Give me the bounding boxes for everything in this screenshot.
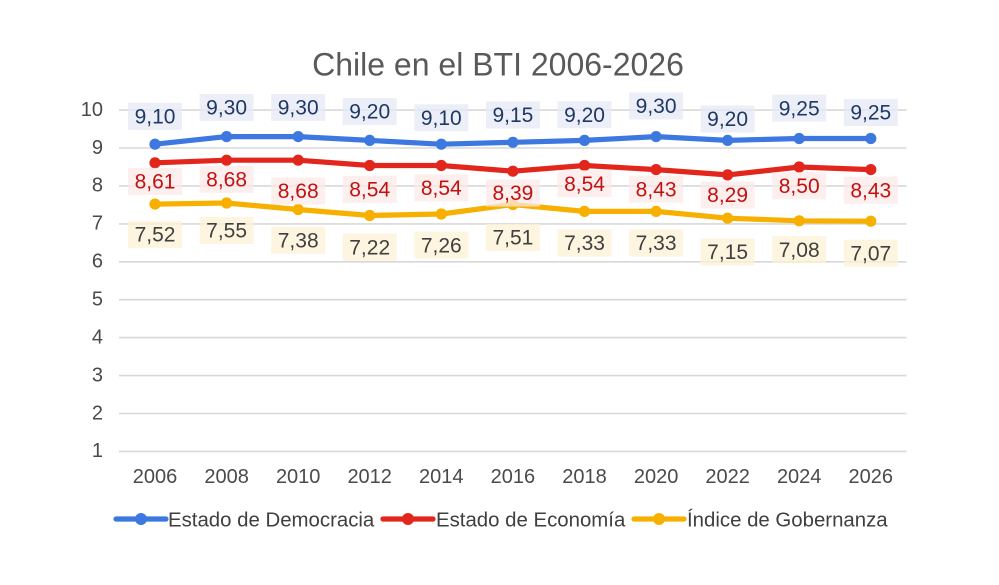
svg-text:9,30: 9,30 xyxy=(206,97,247,120)
svg-text:2022: 2022 xyxy=(705,466,750,488)
svg-text:2008: 2008 xyxy=(204,466,249,488)
svg-text:2018: 2018 xyxy=(562,466,607,488)
svg-text:7,33: 7,33 xyxy=(636,232,677,255)
svg-text:2010: 2010 xyxy=(276,466,321,488)
svg-text:8,68: 8,68 xyxy=(278,180,319,203)
svg-text:2012: 2012 xyxy=(347,466,392,488)
svg-text:7,38: 7,38 xyxy=(278,229,319,252)
svg-text:7,08: 7,08 xyxy=(779,239,820,262)
svg-text:Estado de Democracia: Estado de Democracia xyxy=(168,510,375,532)
svg-text:2014: 2014 xyxy=(419,466,464,488)
svg-text:9,30: 9,30 xyxy=(278,97,319,120)
svg-text:2: 2 xyxy=(92,402,103,424)
svg-text:10: 10 xyxy=(81,99,103,121)
svg-text:7: 7 xyxy=(92,213,103,235)
svg-text:Estado de Economía: Estado de Economía xyxy=(436,510,626,532)
svg-text:8,43: 8,43 xyxy=(636,178,677,201)
svg-text:7,07: 7,07 xyxy=(850,242,891,265)
svg-text:7,22: 7,22 xyxy=(349,236,390,259)
svg-text:2024: 2024 xyxy=(777,466,822,488)
svg-text:3: 3 xyxy=(92,364,103,386)
svg-text:Índice de Gobernanza: Índice de Gobernanza xyxy=(687,509,888,532)
svg-text:9,30: 9,30 xyxy=(636,95,677,118)
svg-text:8,54: 8,54 xyxy=(564,173,605,196)
svg-text:9,20: 9,20 xyxy=(707,108,748,131)
svg-text:9,15: 9,15 xyxy=(492,104,533,127)
svg-text:9,25: 9,25 xyxy=(850,102,891,125)
svg-text:5: 5 xyxy=(92,289,103,311)
svg-text:2006: 2006 xyxy=(133,466,178,488)
svg-text:9,20: 9,20 xyxy=(564,104,605,127)
svg-text:2026: 2026 xyxy=(849,466,894,488)
svg-text:8,39: 8,39 xyxy=(492,182,533,205)
svg-text:4: 4 xyxy=(92,326,103,348)
svg-text:7,51: 7,51 xyxy=(492,227,533,250)
svg-text:1: 1 xyxy=(92,440,103,462)
svg-text:8,43: 8,43 xyxy=(850,179,891,202)
svg-text:7,15: 7,15 xyxy=(707,241,748,264)
svg-text:9,10: 9,10 xyxy=(135,106,176,129)
svg-text:2020: 2020 xyxy=(634,466,679,488)
svg-text:8,68: 8,68 xyxy=(206,169,247,192)
svg-text:7,26: 7,26 xyxy=(421,234,462,257)
svg-text:9,25: 9,25 xyxy=(779,97,820,120)
svg-text:8,54: 8,54 xyxy=(421,177,462,200)
svg-text:8,29: 8,29 xyxy=(707,184,748,207)
svg-text:8,54: 8,54 xyxy=(349,179,390,202)
svg-text:9,20: 9,20 xyxy=(349,101,390,124)
svg-text:8: 8 xyxy=(92,175,103,197)
svg-text:9,10: 9,10 xyxy=(421,107,462,130)
svg-text:7,55: 7,55 xyxy=(206,220,247,243)
svg-text:7,33: 7,33 xyxy=(564,232,605,255)
svg-text:8,61: 8,61 xyxy=(135,171,176,194)
svg-text:9: 9 xyxy=(92,137,103,159)
svg-text:6: 6 xyxy=(92,251,103,273)
svg-text:7,52: 7,52 xyxy=(135,224,176,247)
svg-text:8,50: 8,50 xyxy=(779,175,820,198)
svg-text:Chile en el BTI 2006-2026: Chile en el BTI 2006-2026 xyxy=(312,47,684,83)
svg-text:2016: 2016 xyxy=(491,466,536,488)
